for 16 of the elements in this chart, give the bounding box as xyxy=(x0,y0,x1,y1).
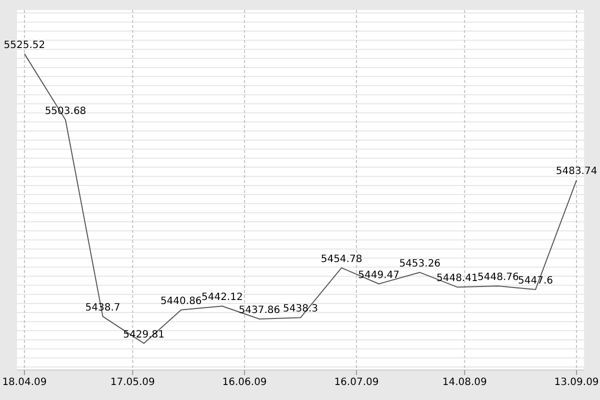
data-label: 5448.41 xyxy=(436,273,478,284)
data-label: 5442.12 xyxy=(201,292,243,304)
x-tick-label: 16.06.09 xyxy=(222,377,267,388)
data-label: 5440.86 xyxy=(160,296,202,307)
data-label: 5437.86 xyxy=(238,304,280,316)
data-label: 5449.47 xyxy=(358,270,400,281)
x-tick-label: 17.05.09 xyxy=(110,377,155,388)
data-label: 5483.74 xyxy=(556,166,598,178)
data-label: 5454.78 xyxy=(320,254,362,265)
data-label: 5525.52 xyxy=(4,40,46,51)
data-label: 5448.76 xyxy=(478,272,519,284)
data-label: 5453.26 xyxy=(399,258,441,270)
x-tick-label: 13.09.09 xyxy=(554,377,599,388)
x-tick-label: 18.04.09 xyxy=(2,377,47,388)
x-tick-label: 16.07.09 xyxy=(334,377,379,388)
x-tick-label: 14.08.09 xyxy=(442,377,487,388)
